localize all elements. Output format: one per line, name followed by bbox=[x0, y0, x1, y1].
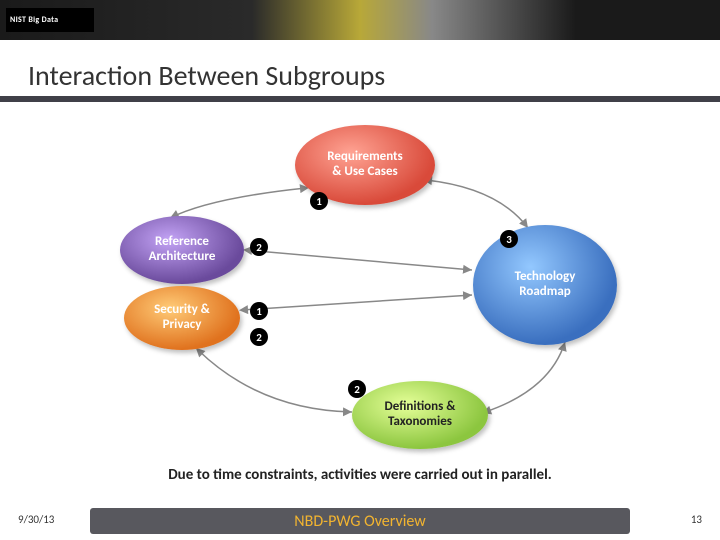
footer: 9/30/13 NBD-PWG Overview 13 bbox=[0, 500, 720, 540]
node-reference: Reference Architecture bbox=[120, 216, 244, 284]
footer-date: 9/30/13 bbox=[18, 513, 54, 526]
step-badge: 3 bbox=[500, 230, 518, 248]
node-label-reference: Reference Architecture bbox=[143, 235, 222, 265]
connector-arrow bbox=[170, 188, 306, 218]
node-technology: Technology Roadmap bbox=[473, 225, 617, 345]
step-badge: 1 bbox=[310, 192, 328, 210]
node-definitions: Definitions & Taxonomies bbox=[352, 381, 488, 449]
footnote: Due to time constraints, activities were… bbox=[0, 466, 720, 484]
nist-logo: NIST Big Data bbox=[6, 8, 94, 32]
step-badge: 2 bbox=[250, 238, 268, 256]
connector-arrow bbox=[485, 342, 565, 412]
node-label-security: Security & Privacy bbox=[148, 303, 216, 333]
title-rule bbox=[0, 96, 720, 102]
step-badge: 2 bbox=[348, 380, 366, 398]
connector-arrow bbox=[198, 350, 352, 412]
step-badge: 2 bbox=[250, 328, 268, 346]
slide-title: Interaction Between Subgroups bbox=[28, 58, 385, 93]
header-band: NIST Big Data bbox=[0, 0, 720, 40]
connector-arrow bbox=[246, 250, 472, 270]
step-badge: 1 bbox=[250, 302, 268, 320]
footer-page-number: 13 bbox=[691, 513, 702, 526]
connector-arrow bbox=[242, 295, 472, 310]
diagram: Requirements & Use Cases Reference Archit… bbox=[0, 110, 720, 450]
footer-bar: NBD-PWG Overview bbox=[90, 508, 630, 534]
connector-arrow bbox=[426, 180, 528, 228]
node-security: Security & Privacy bbox=[124, 286, 240, 350]
nist-logo-text: NIST Big Data bbox=[10, 15, 58, 25]
node-label-definitions: Definitions & Taxonomies bbox=[379, 400, 462, 430]
node-label-technology: Technology Roadmap bbox=[509, 270, 582, 300]
footer-bar-text: NBD-PWG Overview bbox=[294, 512, 425, 531]
node-label-requirements: Requirements & Use Cases bbox=[321, 150, 409, 180]
